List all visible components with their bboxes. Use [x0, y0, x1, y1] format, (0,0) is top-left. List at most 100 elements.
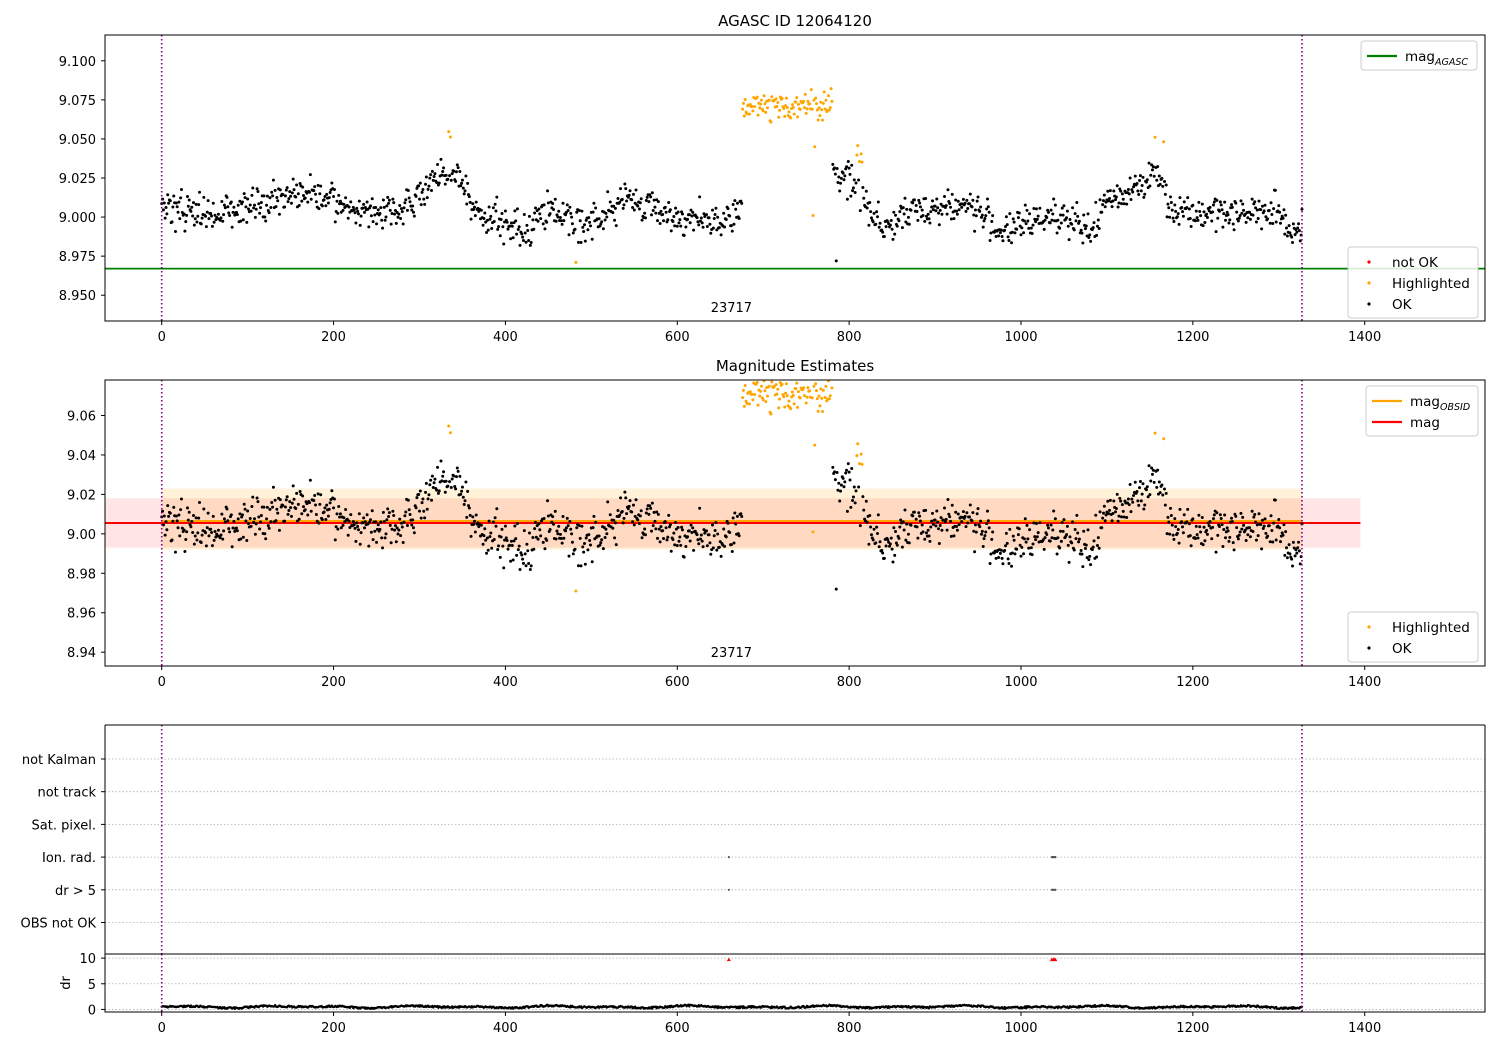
- ok-point: [1237, 216, 1241, 220]
- ok-point: [1118, 496, 1122, 500]
- ok-point: [1138, 178, 1142, 182]
- ok-point: [265, 194, 269, 198]
- y-tick-label: 8.96: [67, 607, 96, 622]
- ok-point: [228, 214, 232, 218]
- ok-point: [289, 194, 293, 198]
- ok-point: [1282, 523, 1286, 527]
- highlighted-point: [813, 443, 817, 447]
- ok-point: [408, 200, 412, 204]
- ok-point: [212, 220, 216, 224]
- ok-point: [454, 179, 458, 183]
- ok-point: [328, 190, 332, 194]
- ok-point: [1242, 208, 1246, 212]
- ok-point: [1162, 179, 1166, 183]
- ok-point: [878, 540, 882, 544]
- ok-point: [675, 543, 679, 547]
- ok-point: [550, 520, 554, 524]
- ok-point: [842, 485, 846, 489]
- ok-point: [594, 206, 598, 210]
- ok-point: [1022, 231, 1026, 235]
- ok-point: [967, 515, 971, 519]
- ok-point: [1284, 530, 1288, 534]
- ok-point: [663, 205, 667, 209]
- ok-point: [330, 489, 334, 493]
- ok-point: [435, 488, 439, 492]
- ok-point: [1151, 165, 1155, 169]
- ok-point: [985, 197, 989, 201]
- ok-point: [994, 556, 998, 560]
- ok-point: [1278, 210, 1282, 214]
- ok-point: [698, 195, 702, 199]
- ok-point: [1140, 492, 1144, 496]
- highlighted-point: [753, 392, 757, 396]
- ok-point: [1121, 509, 1125, 513]
- ok-point: [387, 201, 391, 205]
- ok-point: [999, 228, 1003, 232]
- ok-point: [1223, 200, 1227, 204]
- ok-point: [168, 511, 172, 515]
- x-tick-label: 600: [665, 1021, 690, 1036]
- flag-point: [727, 888, 730, 891]
- ok-point: [294, 195, 298, 199]
- ok-point: [182, 528, 186, 532]
- ok-point: [206, 199, 210, 203]
- ok-point: [1127, 503, 1131, 507]
- ok-point: [381, 198, 385, 202]
- ok-point: [1231, 541, 1235, 545]
- ok-point: [263, 532, 267, 536]
- highlighted-point: [821, 388, 825, 392]
- y-tick-label: 9.050: [59, 133, 96, 148]
- ok-point: [948, 515, 952, 519]
- ok-point: [637, 207, 641, 211]
- flag-label: OBS not OK: [21, 917, 97, 932]
- ok-point: [363, 210, 367, 214]
- ok-point: [365, 513, 369, 517]
- highlighted-point: [770, 380, 774, 384]
- ok-point: [1187, 522, 1191, 526]
- ok-point: [845, 165, 849, 169]
- ok-point: [403, 514, 407, 518]
- x-tick-label: 600: [665, 675, 690, 690]
- ok-point: [1108, 498, 1112, 502]
- legend-label: OK: [1392, 297, 1413, 313]
- ok-point: [458, 170, 462, 174]
- ok-point: [1228, 535, 1232, 539]
- ok-point: [577, 209, 581, 213]
- ok-point: [510, 544, 514, 548]
- ok-point: [199, 222, 203, 226]
- ok-point: [673, 543, 677, 547]
- ok-point: [499, 218, 503, 222]
- ok-point: [558, 215, 562, 219]
- ok-point: [332, 195, 336, 199]
- x-tick-label: 0: [158, 675, 166, 690]
- ok-point: [506, 547, 510, 551]
- ok-point: [543, 227, 547, 231]
- ok-point: [674, 206, 678, 210]
- ok-point: [665, 538, 669, 542]
- ok-point: [971, 198, 975, 202]
- ok-point: [902, 528, 906, 532]
- ok-point: [276, 511, 280, 515]
- ok-point: [711, 226, 715, 230]
- ok-point: [657, 211, 661, 215]
- ok-point: [205, 210, 209, 214]
- ok-point: [880, 548, 884, 552]
- ok-point: [634, 188, 638, 192]
- ok-point: [713, 212, 717, 216]
- ok-point: [325, 503, 329, 507]
- ok-point: [353, 526, 357, 530]
- ok-point: [709, 552, 713, 556]
- ok-point: [1170, 523, 1174, 527]
- ok-point: [917, 198, 921, 202]
- ok-point: [1223, 513, 1227, 517]
- ok-point: [938, 523, 942, 527]
- ok-point: [166, 504, 170, 508]
- ok-point: [1138, 174, 1142, 178]
- ok-point: [1291, 564, 1295, 568]
- ok-point: [653, 519, 657, 523]
- ok-point: [1152, 174, 1156, 178]
- ok-point: [309, 509, 313, 513]
- ok-point: [630, 198, 634, 202]
- ok-point: [378, 211, 382, 215]
- ok-point: [226, 205, 230, 209]
